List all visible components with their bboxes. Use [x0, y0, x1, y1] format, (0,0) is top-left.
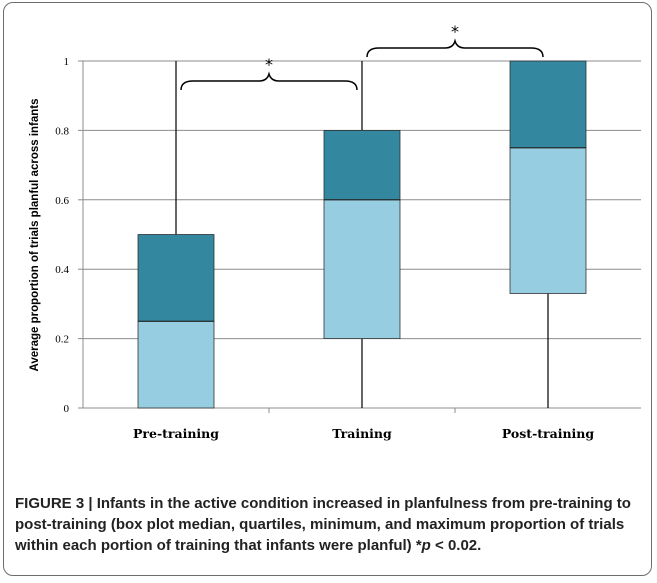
y-tick-label: 0.6 [55, 195, 69, 207]
significance-brackets: ** [180, 22, 544, 91]
upper-quartile-box [323, 129, 401, 201]
upper-quartile-box [509, 60, 587, 149]
box-pre-training [137, 61, 215, 409]
significance-star: * [451, 22, 459, 41]
significance-bracket [180, 71, 358, 91]
lower-quartile-box [509, 147, 587, 294]
significance-star: * [265, 55, 273, 74]
significance-bracket [366, 38, 544, 58]
p-value: < 0.02. [430, 537, 482, 554]
lower-quartile-box [137, 320, 215, 409]
x-category-label: Post-training [502, 426, 595, 441]
figure-caption: FIGURE 3 | Infants in the active conditi… [15, 493, 645, 556]
y-tick-label: 0.4 [55, 264, 69, 276]
p-symbol: p [421, 537, 431, 554]
x-category-labels: Pre-training Training Post-training [133, 426, 594, 441]
boxes [137, 60, 587, 409]
lower-quartile-box [323, 199, 401, 340]
y-tick-label: 1 [64, 56, 70, 68]
y-tick-label: 0 [64, 403, 70, 415]
figure-number: FIGURE 3 | [15, 495, 97, 512]
x-category-label: Training [332, 426, 392, 441]
y-tick-label: 0.8 [55, 125, 69, 137]
x-category-label: Pre-training [133, 426, 219, 441]
box-plot-chart: 0 0.2 0.4 0.6 0.8 1 Pre-training Training Post-… [29, 22, 641, 441]
y-tick-labels: 0 0.2 0.4 0.6 0.8 1 [55, 56, 69, 415]
y-axis-label: Average proportion of trials planful acr… [29, 98, 41, 371]
box-training [323, 61, 401, 408]
upper-quartile-box [137, 234, 215, 322]
y-tick-label: 0.2 [55, 334, 69, 346]
caption-text: Infants in the active condition increase… [15, 495, 631, 554]
box-post-training [509, 60, 587, 408]
